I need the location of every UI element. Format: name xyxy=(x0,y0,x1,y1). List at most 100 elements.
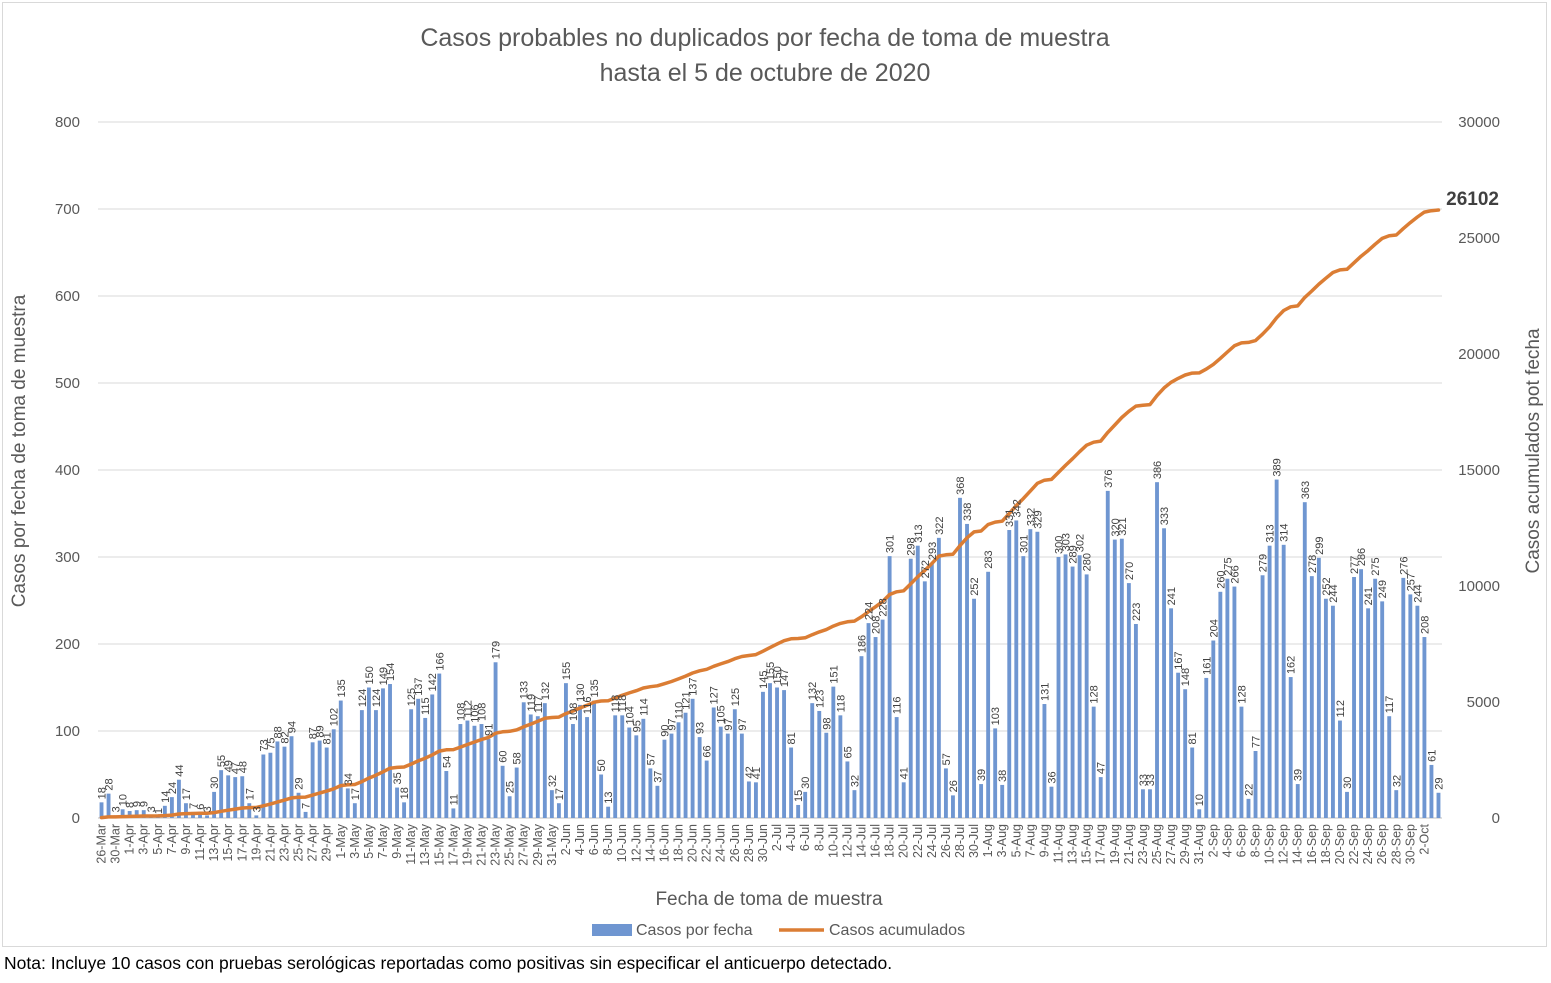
x-tick-label: 28-Jun xyxy=(742,824,756,862)
bar xyxy=(198,812,202,818)
bar xyxy=(416,698,421,818)
y-right-tick-label: 0 xyxy=(1492,810,1500,827)
y-left-tick-label: 100 xyxy=(55,723,80,740)
bar xyxy=(1133,623,1138,818)
bar xyxy=(564,683,568,818)
bar xyxy=(268,752,273,818)
bar xyxy=(880,619,885,818)
x-tick-label: 2-Jul xyxy=(770,824,784,851)
bar-data-label: 22 xyxy=(1243,784,1255,796)
bar xyxy=(402,802,407,818)
bar xyxy=(1176,672,1181,818)
bar xyxy=(451,808,456,818)
chart-frame xyxy=(2,2,1547,947)
bar xyxy=(845,761,850,818)
bar xyxy=(1225,578,1230,818)
bar-data-label: 41 xyxy=(899,767,911,779)
bar xyxy=(233,777,238,818)
bar-data-label: 39 xyxy=(1293,769,1305,781)
bar xyxy=(1373,578,1378,818)
bar-data-label: 6 xyxy=(195,804,207,810)
x-tick-label: 9-Apr xyxy=(179,824,193,855)
bar xyxy=(1267,545,1272,818)
bar-data-label: 322 xyxy=(934,517,946,535)
bar-data-label: 17 xyxy=(350,788,362,800)
bar xyxy=(395,787,399,818)
x-tick-label: 7-Apr xyxy=(165,824,179,855)
bar xyxy=(1352,577,1356,818)
x-tick-label: 15-May xyxy=(432,823,446,865)
bar-data-label: 91 xyxy=(484,724,496,736)
bar xyxy=(796,804,801,818)
bar xyxy=(571,724,575,818)
bar xyxy=(141,810,146,818)
bar xyxy=(1000,784,1005,818)
bar-data-label: 342 xyxy=(1011,499,1023,517)
bar xyxy=(817,710,822,818)
bar xyxy=(437,673,442,818)
x-tick-label: 26-Jul xyxy=(939,824,953,858)
x-tick-label: 8-Sep xyxy=(1249,824,1263,857)
x-tick-label: 13-May xyxy=(418,823,432,865)
bar xyxy=(388,684,392,818)
bar-data-label: 137 xyxy=(413,677,425,695)
y-axis-left-label: Casos por fecha de toma de muestra xyxy=(9,294,30,607)
bar xyxy=(993,728,998,818)
bar xyxy=(831,686,836,818)
bar xyxy=(254,815,259,818)
x-tick-label: 5-May xyxy=(362,823,376,858)
bar xyxy=(120,809,125,818)
bar-data-label: 32 xyxy=(547,775,559,787)
x-tick-label: 25-May xyxy=(503,823,517,865)
x-tick-label: 29-Apr xyxy=(320,824,334,862)
x-tick-label: 23-May xyxy=(489,823,503,865)
x-tick-label: 30-Jul xyxy=(967,824,981,858)
legend-label-line: Casos acumulados xyxy=(829,922,965,939)
bar xyxy=(859,656,864,818)
x-tick-label: 9-Aug xyxy=(1037,824,1051,857)
bar-data-label: 275 xyxy=(1370,557,1382,575)
bar-data-label: 44 xyxy=(174,764,186,776)
bar-data-label: 33 xyxy=(1145,774,1157,786)
bar xyxy=(662,739,667,818)
bar-data-label: 125 xyxy=(730,688,742,706)
bar xyxy=(1387,716,1392,818)
bar-data-label: 17 xyxy=(181,788,193,800)
bar-data-label: 286 xyxy=(1356,548,1368,566)
bar xyxy=(212,791,217,818)
bar xyxy=(465,720,470,818)
bar-data-label: 241 xyxy=(1363,587,1375,605)
x-tick-label: 1-Aug xyxy=(981,824,995,857)
x-tick-label: 28-Jul xyxy=(953,824,967,858)
bar xyxy=(1091,706,1096,818)
bar xyxy=(1309,576,1314,818)
x-tick-label: 6-Jun xyxy=(587,824,601,855)
bar xyxy=(1260,575,1265,818)
x-tick-label: 16-Jul xyxy=(869,824,883,858)
bar-data-label: 41 xyxy=(751,767,763,779)
x-tick-label: 26-Jun xyxy=(728,824,742,862)
bar-data-label: 10 xyxy=(118,794,130,806)
bar xyxy=(1162,528,1166,818)
bar xyxy=(578,704,582,818)
bar xyxy=(789,747,794,818)
x-tick-label: 8-Jun xyxy=(601,824,615,855)
x-tick-label: 18-Sep xyxy=(1319,824,1333,864)
x-tick-label: 15-Apr xyxy=(221,824,235,862)
x-tick-label: 22-Jun xyxy=(700,824,714,862)
bar-data-label: 48 xyxy=(237,761,249,773)
bar-data-label: 24 xyxy=(167,782,179,794)
bar xyxy=(1429,764,1434,818)
bar-data-label: 7 xyxy=(301,803,313,809)
bar xyxy=(331,729,336,818)
x-tick-label: 18-Jun xyxy=(672,824,686,862)
bar-data-label: 123 xyxy=(814,690,826,708)
bar-data-label: 161 xyxy=(1201,657,1213,675)
bar xyxy=(1197,809,1202,818)
bar-data-label: 124 xyxy=(357,689,369,707)
bar-data-label: 13 xyxy=(603,791,615,803)
bar xyxy=(704,760,709,818)
bar xyxy=(613,715,618,818)
bar-data-label: 65 xyxy=(842,746,854,758)
